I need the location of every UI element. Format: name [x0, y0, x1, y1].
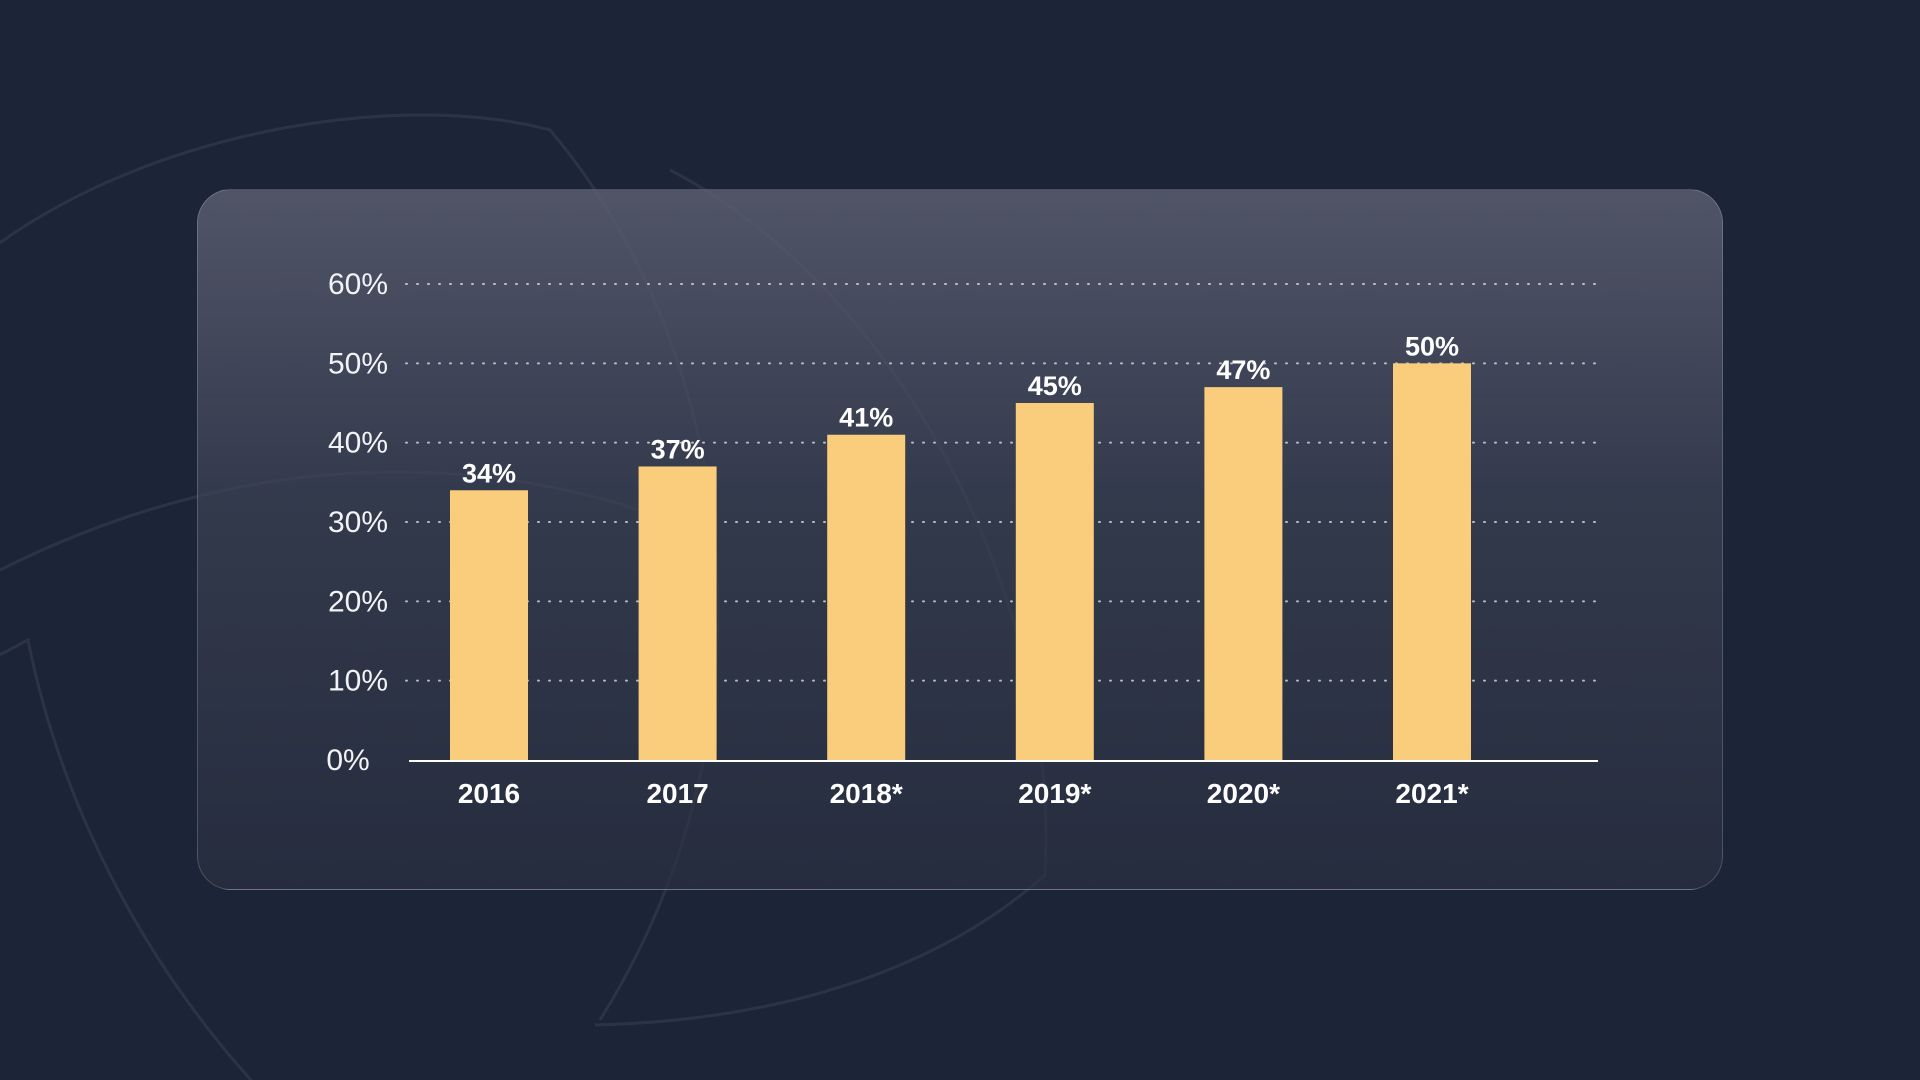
y-tick-label: 60% — [328, 268, 388, 301]
bar-2019 — [1015, 403, 1094, 760]
decor-arc-4 — [0, 637, 254, 1080]
bars — [450, 363, 1471, 760]
bar-value-label: 50% — [1405, 331, 1459, 361]
x-tick-label: 2021* — [1395, 778, 1468, 809]
bar-2021 — [1393, 363, 1471, 760]
chart-card: 0% 10% 20% 30% 40% 50% 60% 34% 2016 37% 2017 41% 201… — [197, 189, 1723, 890]
bar-2016 — [450, 490, 528, 760]
bar-value-label: 47% — [1216, 355, 1270, 385]
y-tick-label: 0% — [326, 744, 369, 777]
x-tick-label: 2020* — [1207, 778, 1280, 809]
bar-2020 — [1204, 387, 1283, 760]
y-tick-label: 50% — [328, 347, 388, 380]
x-tick-label: 2016 — [458, 778, 520, 809]
bar-2018 — [827, 434, 906, 760]
bar-value-label: 34% — [462, 458, 516, 488]
labels: 0% 10% 20% 30% 40% 50% 60% 34% 2016 37% 2017 41% 201… — [326, 268, 1468, 809]
bar-2017 — [638, 466, 717, 760]
gridlines — [405, 283, 1599, 682]
bar-value-label: 41% — [839, 403, 893, 433]
x-tick-label: 2019* — [1018, 778, 1091, 809]
bar-value-label: 45% — [1028, 371, 1082, 401]
y-tick-label: 10% — [328, 665, 388, 698]
bar-value-label: 37% — [651, 434, 705, 464]
x-tick-label: 2017 — [646, 778, 708, 809]
y-tick-label: 30% — [328, 506, 388, 539]
y-tick-label: 40% — [328, 427, 388, 460]
x-tick-label: 2018* — [830, 778, 903, 809]
bar-chart: 0% 10% 20% 30% 40% 50% 60% 34% 2016 37% 2017 41% 201… — [326, 268, 1599, 809]
y-tick-label: 20% — [328, 585, 388, 618]
